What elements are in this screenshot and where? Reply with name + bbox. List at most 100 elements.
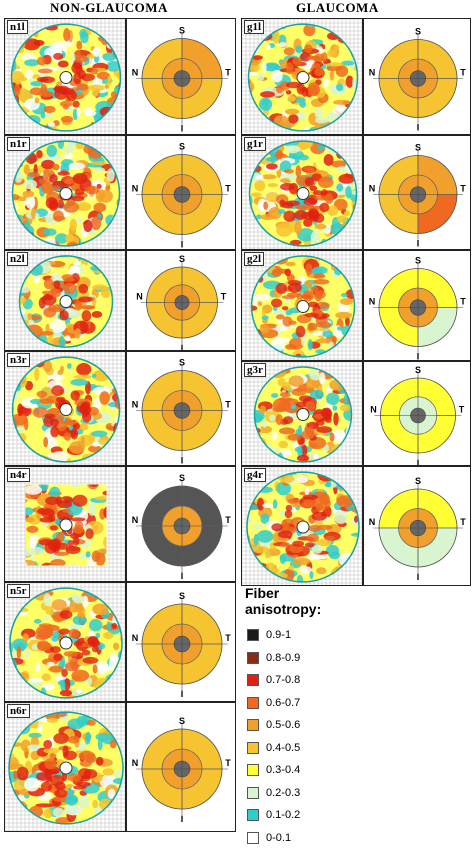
panel-label: n3r	[7, 353, 30, 367]
legend-swatch	[247, 696, 259, 709]
legend-swatch	[247, 719, 259, 731]
label-nasal: N	[132, 515, 139, 525]
label-superior: S	[179, 473, 185, 483]
panel-label: n4r	[7, 468, 30, 482]
legend-swatch	[247, 741, 259, 754]
label-superior: S	[179, 254, 185, 264]
panel-label: g1l	[244, 20, 265, 34]
anisotropy-map-g1r: g1r	[241, 135, 363, 250]
label-nasal: N	[132, 758, 139, 768]
legend-swatch	[247, 809, 259, 821]
legend-item: 0-0.1	[247, 828, 291, 848]
legend-label: 0.2-0.3	[266, 786, 301, 799]
legend-swatch	[247, 831, 259, 844]
label-temporal: T	[225, 758, 231, 768]
label-inferior: I	[181, 689, 184, 699]
legend-label: 0.3-0.4	[266, 764, 301, 776]
label-inferior: I	[181, 571, 184, 581]
legend-item: 0.1-0.2	[247, 805, 300, 825]
legend-item: 0.2-0.3	[247, 783, 300, 803]
legend-item: 0.3-0.4	[247, 760, 300, 780]
panel-label: n6r	[7, 704, 30, 718]
label-inferior: I	[417, 458, 420, 466]
label-nasal: N	[369, 517, 376, 527]
panel-label: n1r	[7, 137, 30, 151]
label-temporal: T	[459, 405, 465, 415]
legend-label: 0-0.1	[266, 831, 292, 844]
legend-item: 0.9-1	[247, 625, 291, 645]
anisotropy-map-g2l: g2l	[241, 250, 363, 361]
anisotropy-map-n1l: n1l	[4, 18, 126, 135]
glaucoma-header: GLAUCOMA	[296, 0, 379, 15]
anisotropy-map-n1r: n1r	[4, 135, 126, 250]
non-glaucoma-header: NON-GLAUCOMA	[50, 0, 168, 15]
sector-diagram-g2l: S I N T	[363, 250, 471, 361]
label-superior: S	[415, 476, 421, 486]
legend-label: 0.1-0.2	[266, 809, 301, 821]
legend-title-line2: anisotropy:	[245, 601, 322, 617]
legend-swatch	[247, 629, 259, 641]
sector-diagram-g1r: S I N T	[363, 135, 471, 250]
legend-item: 0.6-0.7	[247, 693, 300, 713]
label-temporal: T	[225, 633, 231, 643]
legend-title-line1: Fiber	[245, 585, 280, 601]
label-inferior: I	[181, 343, 184, 351]
sector-diagram-g1l: S I N T	[363, 18, 471, 135]
label-superior: S	[179, 358, 185, 368]
anisotropy-map-g1l: g1l	[241, 18, 363, 135]
panel-label: n1l	[7, 20, 28, 34]
legend-label: 0.7-0.8	[266, 674, 301, 686]
label-nasal: N	[132, 68, 139, 78]
sector-diagram-g3r: S I N T	[363, 361, 471, 466]
panel-label: n5r	[7, 584, 30, 598]
legend-swatch	[247, 764, 259, 776]
legend-item: 0.4-0.5	[247, 738, 300, 758]
label-superior: S	[415, 143, 421, 153]
anisotropy-map-g3r: g3r	[241, 361, 363, 466]
legend: Fiber anisotropy: 0.9-1 0.8-0.9 0.7-0.8 0.6…	[245, 585, 470, 844]
label-superior: S	[179, 142, 185, 152]
label-nasal: N	[369, 68, 376, 78]
label-nasal: N	[132, 184, 139, 194]
anisotropy-map-n4r: n4r	[4, 466, 126, 582]
label-nasal: N	[136, 292, 143, 302]
anisotropy-map-g4r: g4r	[241, 466, 363, 586]
label-nasal: N	[369, 297, 376, 307]
legend-label: 0.5-0.6	[266, 719, 301, 731]
label-superior: S	[415, 365, 421, 375]
label-temporal: T	[225, 184, 231, 194]
panel-label: g3r	[244, 363, 266, 377]
label-temporal: T	[225, 400, 231, 410]
legend-item: 0.7-0.8	[247, 670, 300, 690]
legend-swatch	[247, 674, 259, 686]
legend-label: 0.6-0.7	[266, 696, 301, 709]
label-superior: S	[179, 26, 185, 36]
label-inferior: I	[181, 240, 184, 250]
legend-label: 0.4-0.5	[266, 741, 301, 754]
label-inferior: I	[417, 123, 420, 133]
sector-diagram-n1r: S I N T	[126, 135, 236, 250]
sector-diagram-n6r: S I N T	[126, 702, 236, 832]
anisotropy-map-n3r: n3r	[4, 351, 126, 466]
label-nasal: N	[132, 400, 139, 410]
sector-diagram-n5r: S I N T	[126, 582, 236, 702]
label-nasal: N	[132, 633, 139, 643]
sector-diagram-n3r: S I N T	[126, 351, 236, 466]
sector-diagram-n2l: S I N T	[126, 250, 236, 351]
panel-label: g1r	[244, 137, 266, 151]
label-temporal: T	[225, 515, 231, 525]
label-temporal: T	[460, 517, 466, 527]
label-superior: S	[415, 256, 421, 266]
label-nasal: N	[369, 184, 376, 194]
label-inferior: I	[181, 814, 184, 824]
label-superior: S	[415, 27, 421, 37]
label-nasal: N	[370, 405, 377, 415]
anisotropy-map-n2l: n2l	[4, 250, 126, 351]
legend-label: 0.9-1	[266, 629, 292, 641]
label-temporal: T	[225, 68, 231, 78]
sector-diagram-n1l: S I N T	[126, 18, 236, 135]
label-inferior: I	[417, 239, 420, 249]
label-superior: S	[179, 716, 185, 726]
label-inferior: I	[417, 572, 420, 582]
label-temporal: T	[460, 68, 466, 78]
